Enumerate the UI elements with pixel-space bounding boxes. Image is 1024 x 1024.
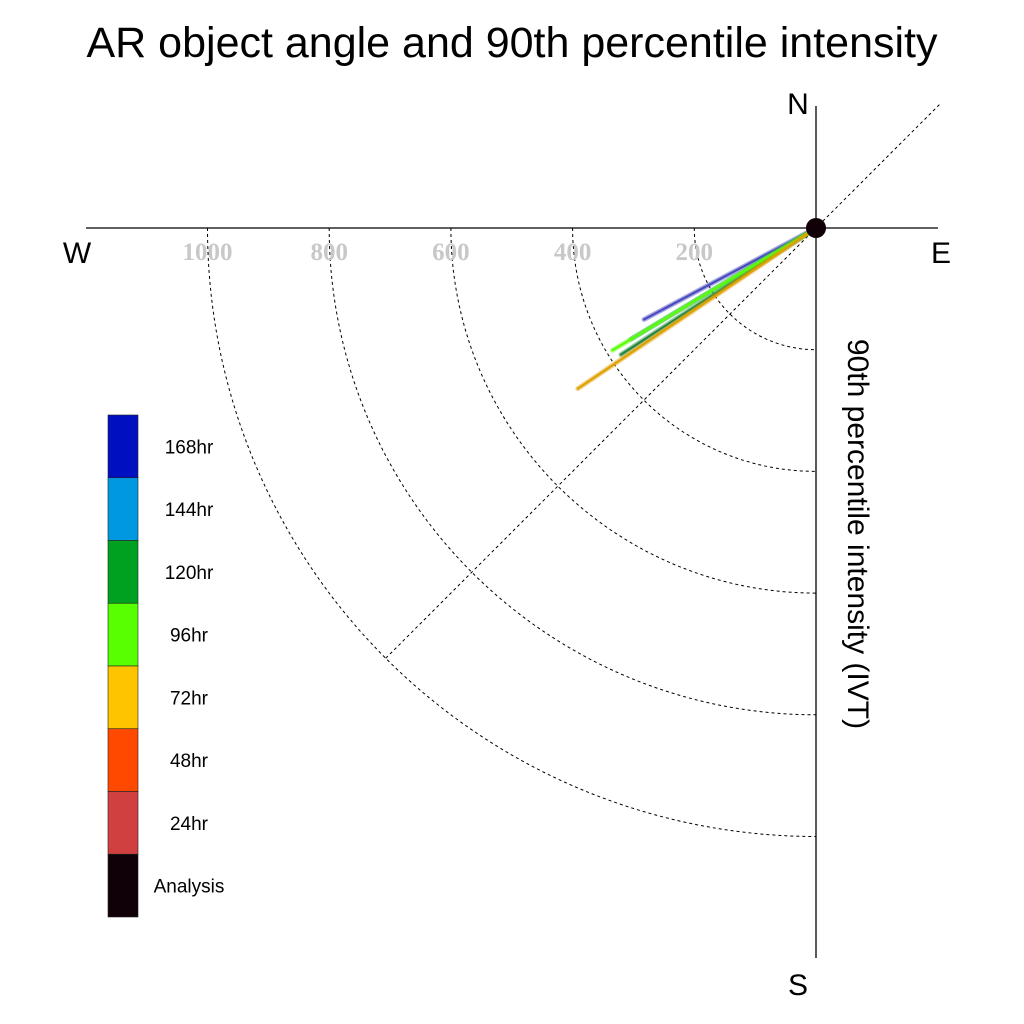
legend-label: 48hr bbox=[170, 751, 209, 772]
axes: N S W E bbox=[63, 88, 951, 1002]
series bbox=[575, 225, 819, 392]
legend-label: 72hr bbox=[170, 688, 209, 709]
series-vector bbox=[610, 225, 819, 353]
legend-label: 96hr bbox=[170, 626, 209, 647]
series-vector bbox=[641, 225, 819, 322]
legend-swatch bbox=[107, 791, 139, 855]
legend-label: 144hr bbox=[165, 500, 214, 521]
tick-label: 600 bbox=[432, 239, 470, 266]
legend-swatch bbox=[107, 414, 139, 479]
grid-ring bbox=[693, 227, 817, 351]
origin-marker bbox=[806, 218, 826, 238]
grid bbox=[207, 103, 941, 837]
chart-title: AR object angle and 90th percentile inte… bbox=[87, 19, 938, 67]
legend: 168hr 144hr 120hr 96hr 72hr 48hr 24hr Analysis bbox=[107, 414, 225, 918]
grid-ring bbox=[450, 227, 817, 594]
west-label: W bbox=[63, 237, 92, 270]
grid-ring bbox=[328, 227, 817, 716]
legend-label: Analysis bbox=[154, 877, 225, 898]
grid-ring bbox=[207, 227, 817, 837]
tick-label: 800 bbox=[310, 239, 348, 266]
legend-swatch bbox=[107, 540, 139, 604]
tick-label: 1000 bbox=[183, 239, 233, 266]
legend-swatch bbox=[107, 665, 139, 730]
radial-axis-label: 90th percentile intensity (IVT) bbox=[841, 339, 874, 729]
legend-label: 120hr bbox=[165, 563, 214, 584]
legend-label: 24hr bbox=[170, 814, 209, 835]
legend-swatch bbox=[107, 602, 139, 667]
tick-label: 200 bbox=[676, 239, 714, 266]
legend-label: 168hr bbox=[165, 437, 214, 458]
grid-ring bbox=[572, 227, 817, 472]
east-label: E bbox=[931, 237, 951, 270]
tick-label: 400 bbox=[554, 239, 592, 266]
legend-swatch bbox=[107, 728, 139, 792]
series-vector bbox=[575, 225, 819, 392]
south-label: S bbox=[788, 969, 808, 1002]
grid-diagonal bbox=[385, 103, 941, 659]
legend-swatch bbox=[107, 853, 139, 918]
north-label: N bbox=[787, 88, 809, 121]
tick-labels: 1000 800 600 400 200 bbox=[183, 239, 714, 266]
legend-swatch bbox=[107, 477, 139, 541]
